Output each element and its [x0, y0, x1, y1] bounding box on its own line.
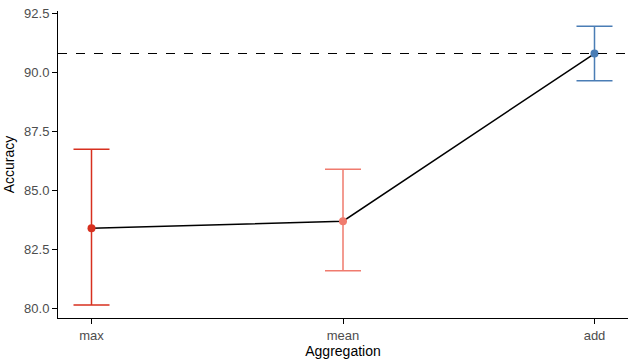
svg-text:92.5: 92.5 — [24, 6, 49, 21]
svg-text:Accuracy: Accuracy — [1, 136, 17, 194]
svg-text:87.5: 87.5 — [24, 124, 49, 139]
svg-text:82.5: 82.5 — [24, 242, 49, 257]
svg-text:max: max — [79, 328, 104, 343]
svg-text:85.0: 85.0 — [24, 183, 49, 198]
svg-text:80.0: 80.0 — [24, 301, 49, 316]
svg-text:Aggregation: Aggregation — [305, 343, 381, 359]
svg-text:add: add — [584, 328, 606, 343]
svg-text:mean: mean — [327, 328, 360, 343]
svg-text:90.0: 90.0 — [24, 65, 49, 80]
